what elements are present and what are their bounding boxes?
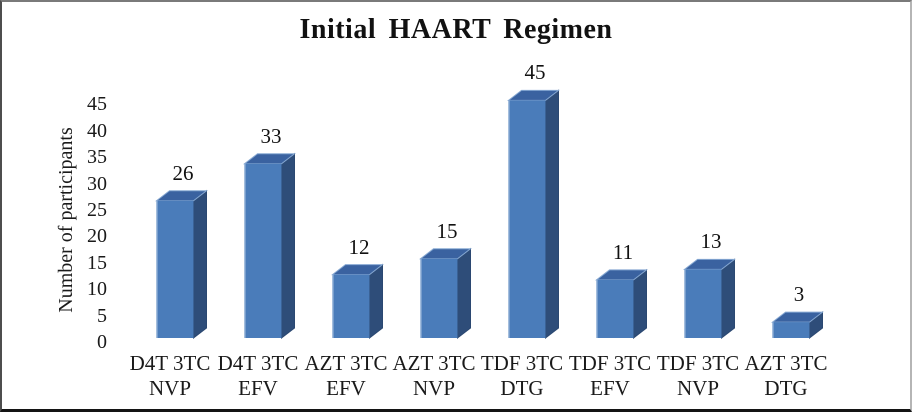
y-axis-tick-label: 20 bbox=[87, 225, 107, 248]
bar-value-label: 45 bbox=[524, 60, 546, 85]
category-label-line2: DTG bbox=[764, 376, 808, 400]
category-label-line2: DTG bbox=[500, 376, 544, 400]
bar-front-face bbox=[508, 100, 546, 339]
x-axis-category-label: TDF 3TC DTG bbox=[474, 351, 570, 401]
y-axis-tick-label: 40 bbox=[87, 119, 107, 142]
bar-value-label: 12 bbox=[348, 234, 370, 259]
y-axis-tick-label: 5 bbox=[97, 304, 107, 327]
bar-value-label: 33 bbox=[260, 123, 282, 148]
category-label-line1: AZT 3TC bbox=[392, 351, 476, 375]
category-label-line1: TDF 3TC bbox=[656, 351, 740, 375]
bar-value-label: 3 bbox=[793, 282, 805, 307]
bar-value-label: 26 bbox=[172, 160, 194, 185]
x-axis-category-label: TDF 3TC EFV bbox=[562, 351, 658, 401]
category-label-line2: EFV bbox=[238, 376, 278, 400]
category-label-line1: AZT 3TC bbox=[744, 351, 828, 375]
category-label-line1: TDF 3TC bbox=[568, 351, 652, 375]
bar-front-face bbox=[156, 200, 194, 338]
bar-value-label: 11 bbox=[612, 239, 634, 264]
x-axis-category-label: TDF 3TC NVP bbox=[650, 351, 746, 401]
bar-side-face bbox=[545, 89, 559, 340]
category-label-line2: NVP bbox=[676, 376, 719, 400]
y-axis-tick-label: 45 bbox=[87, 93, 107, 116]
bar-side-face bbox=[721, 258, 735, 340]
y-axis-tick-label: 15 bbox=[87, 251, 107, 274]
x-axis-category-label: AZT 3TC EFV bbox=[298, 351, 394, 401]
bar-side-face bbox=[193, 189, 207, 340]
category-label-line1: AZT 3TC bbox=[304, 351, 388, 375]
y-axis-tick-label: 0 bbox=[97, 331, 107, 353]
y-axis-tick-label: 25 bbox=[87, 199, 107, 221]
bar-front-face bbox=[772, 322, 810, 338]
y-axis-tick-label: 35 bbox=[87, 146, 107, 169]
bar-front-face bbox=[596, 279, 634, 338]
y-axis-tick-label: 10 bbox=[87, 278, 107, 301]
bar-value-label: 13 bbox=[700, 229, 722, 254]
bar-side-face bbox=[281, 152, 295, 340]
bar-front-face bbox=[332, 274, 370, 338]
bar-front-face bbox=[420, 258, 458, 338]
category-label-line2: NVP bbox=[412, 376, 455, 400]
chart-title: Initial HAART Regimen bbox=[299, 14, 613, 45]
x-axis-category-label: D4T 3TC NVP bbox=[122, 351, 218, 401]
y-axis-tick-label: 30 bbox=[87, 172, 107, 195]
category-label-line2: EFV bbox=[326, 376, 366, 400]
x-axis-category-label: AZT 3TC NVP bbox=[386, 351, 482, 401]
bar-side-face bbox=[369, 263, 383, 340]
category-label-line2: EFV bbox=[590, 376, 630, 400]
bar-side-face bbox=[457, 247, 471, 340]
bar-front-face bbox=[244, 163, 282, 338]
bar-front-face bbox=[684, 269, 722, 338]
category-label-line1: D4T 3TC bbox=[129, 351, 211, 375]
bar-side-face bbox=[633, 268, 647, 340]
category-label-line2: NVP bbox=[148, 376, 191, 400]
x-axis-category-label: AZT 3TC DTG bbox=[738, 351, 834, 401]
bar-value-label: 15 bbox=[436, 218, 458, 243]
category-label-line1: D4T 3TC bbox=[217, 351, 299, 375]
x-axis-category-label: D4T 3TC EFV bbox=[210, 351, 306, 401]
category-label-line1: TDF 3TC bbox=[480, 351, 564, 375]
